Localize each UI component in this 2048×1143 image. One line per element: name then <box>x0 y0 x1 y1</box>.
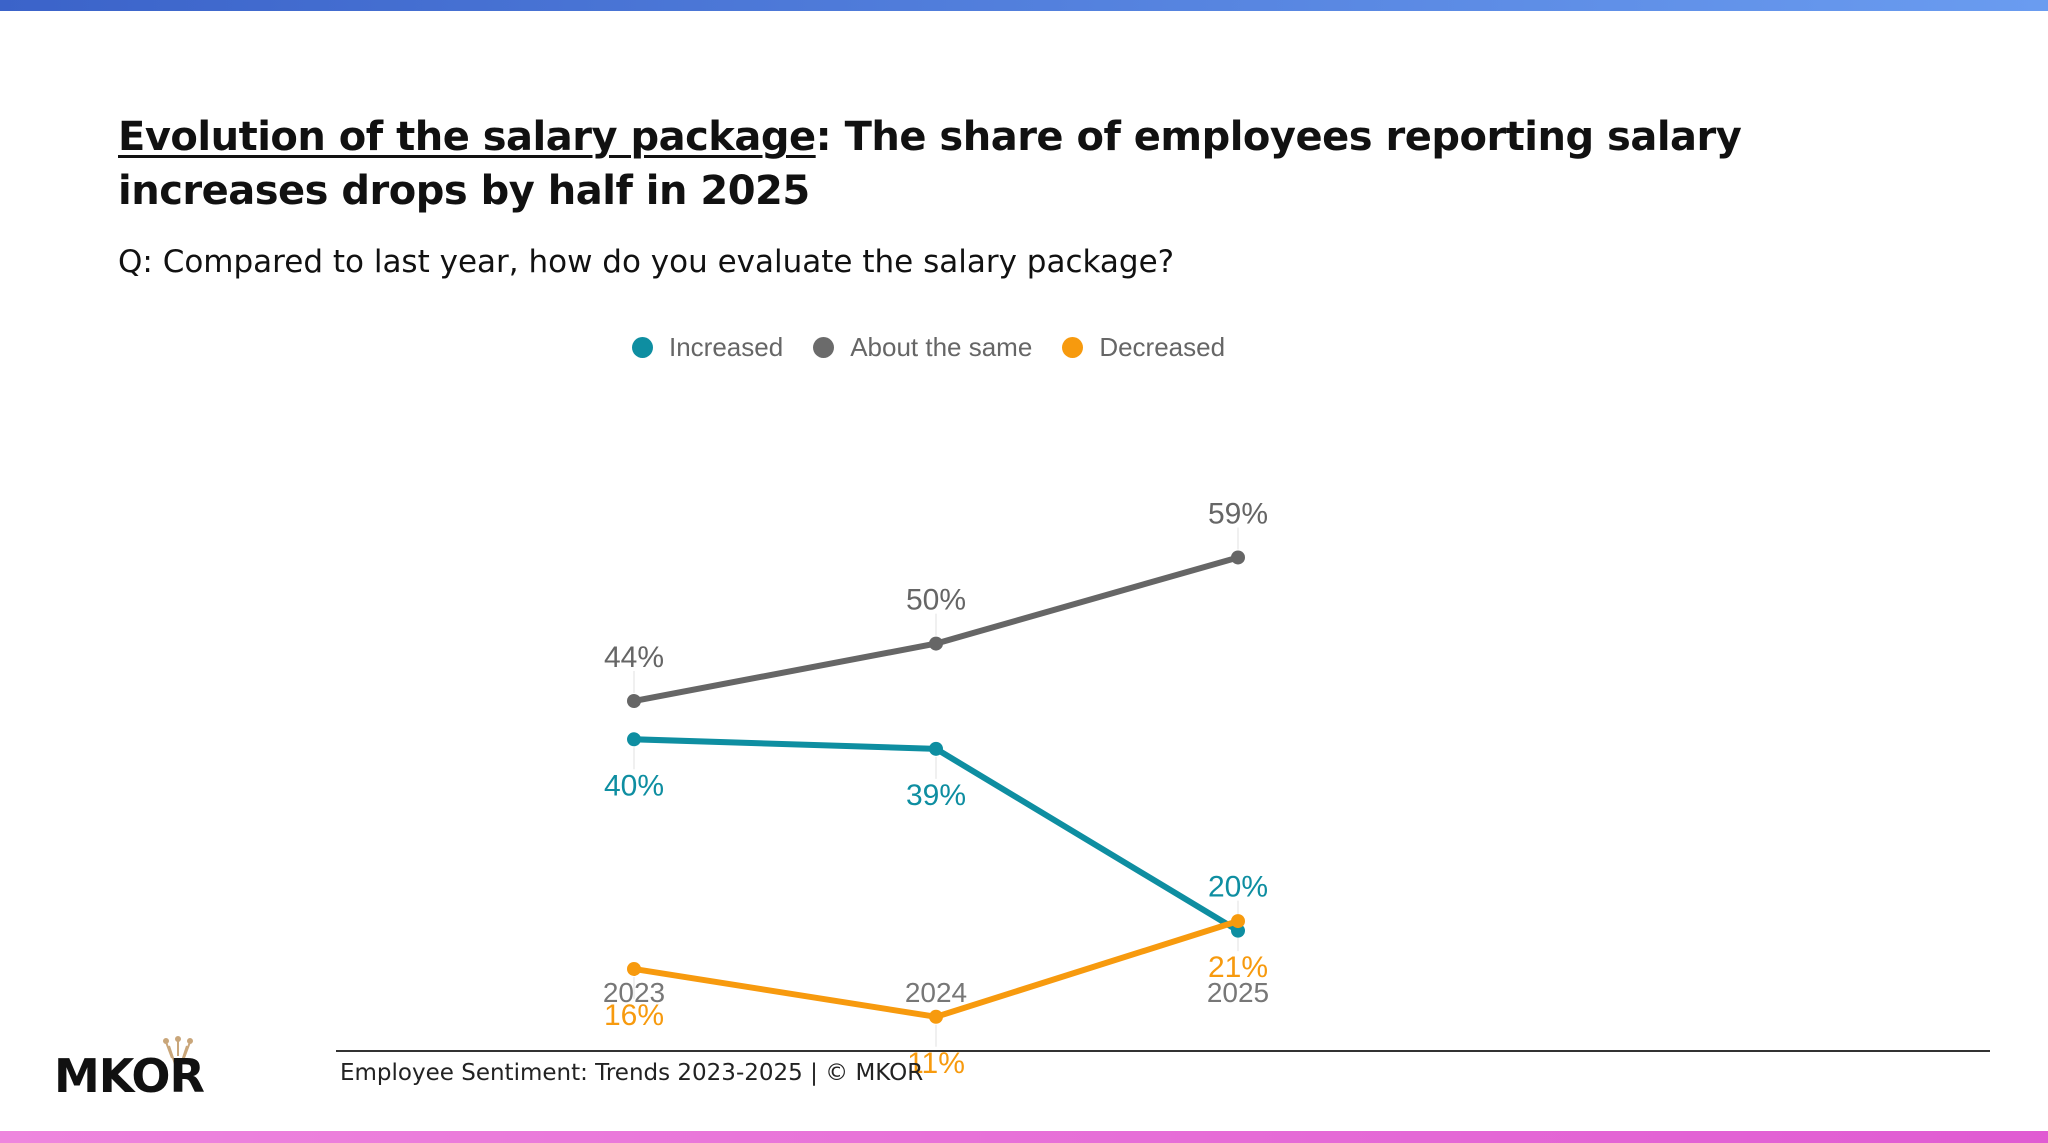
chart-legend: Increased About the same Decreased <box>632 332 1255 363</box>
bottom-accent-bar <box>0 1131 2048 1143</box>
legend-item-decreased: Decreased <box>1062 332 1225 363</box>
legend-item-increased: Increased <box>632 332 783 363</box>
footer-text: Employee Sentiment: Trends 2023-2025 | ©… <box>340 1060 924 1086</box>
legend-label: About the same <box>850 332 1033 362</box>
data-label: 50% <box>906 584 966 617</box>
data-point <box>627 732 641 747</box>
legend-label: Decreased <box>1099 332 1226 362</box>
question-subtitle: Q: Compared to last year, how do you eva… <box>118 244 1175 280</box>
legend-dot-icon <box>632 337 653 358</box>
mkor-logo: MKOR <box>54 1036 205 1096</box>
x-tick-label: 2023 <box>603 977 665 1008</box>
legend-dot-icon <box>1062 337 1084 358</box>
crown-icon <box>163 1036 193 1065</box>
data-label: 40% <box>604 769 664 802</box>
top-accent-bar <box>0 0 2048 11</box>
legend-item-about-the-same: About the same <box>813 332 1032 363</box>
legend-label: Increased <box>669 332 784 362</box>
data-label: 59% <box>1208 497 1268 530</box>
title-rest: : The share of employees reporting salar… <box>118 114 1742 214</box>
x-tick-label: 2025 <box>1207 977 1269 1008</box>
data-label: 39% <box>906 779 966 812</box>
title-underlined: Evolution of the salary package <box>118 114 816 160</box>
data-label: 20% <box>1208 871 1268 904</box>
x-tick-label: 2024 <box>905 977 967 1008</box>
footer-divider <box>336 1050 1990 1052</box>
page-title: Evolution of the salary package: The sha… <box>118 110 1798 218</box>
data-point <box>929 741 943 756</box>
data-point <box>1231 923 1245 938</box>
data-point <box>1231 550 1245 565</box>
data-point <box>929 636 943 651</box>
data-label: 21% <box>1208 951 1268 984</box>
data-point <box>627 961 641 976</box>
data-label: 16% <box>604 999 664 1032</box>
data-point <box>929 1009 943 1024</box>
svg-text:MKOR: MKOR <box>54 1049 204 1096</box>
data-label: 44% <box>604 641 664 674</box>
data-point <box>1231 914 1245 929</box>
legend-dot-icon <box>813 337 835 358</box>
data-label: 11% <box>907 1047 965 1080</box>
data-point <box>627 694 641 708</box>
